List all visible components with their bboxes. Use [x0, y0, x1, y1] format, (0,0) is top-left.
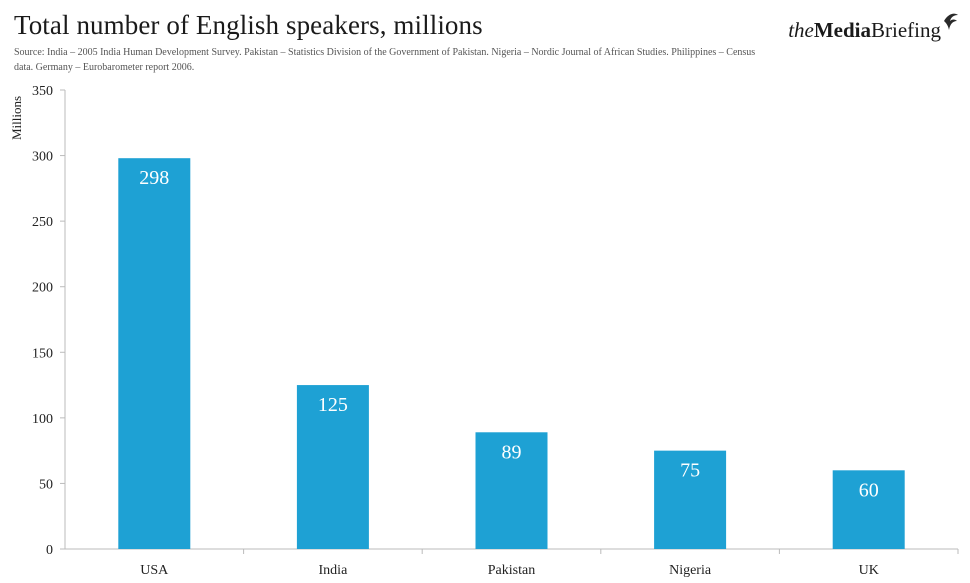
y-tick-label: 100 [32, 412, 53, 427]
media-briefing-logo: theMediaBriefing [788, 12, 960, 43]
y-tick-label: 250 [32, 215, 53, 230]
logo-text: theMediaBriefing [788, 18, 941, 43]
logo-briefing: Briefing [871, 18, 941, 42]
bar-pakistan [475, 432, 548, 549]
chart-title: Total number of English speakers, millio… [14, 10, 483, 40]
chart-bars [118, 158, 905, 550]
y-axis-label: Millions [9, 96, 24, 140]
logo-the: the [788, 18, 814, 42]
source-note: Source: India – 2005 India Human Develop… [14, 47, 756, 73]
bird-swoosh-icon [944, 13, 958, 30]
x-tick-label: Pakistan [488, 563, 535, 578]
y-tick-label: 200 [32, 281, 53, 296]
bar-uk [832, 470, 905, 549]
x-tick-label: India [319, 563, 349, 578]
bar-usa [118, 158, 191, 550]
y-tick-label: 350 [32, 84, 53, 99]
x-tick-label: Nigeria [669, 563, 712, 578]
data-label: 125 [318, 394, 348, 416]
y-tick-label: 50 [39, 477, 53, 492]
data-label: 75 [680, 460, 700, 482]
x-tick-label: USA [140, 563, 169, 578]
y-tick-label: 150 [32, 346, 53, 361]
data-label: 89 [502, 441, 522, 463]
x-tick-label: UK [859, 563, 879, 578]
y-tick-label: 0 [46, 543, 53, 558]
data-label: 60 [859, 479, 879, 501]
bar-india [296, 385, 369, 549]
y-tick-label: 300 [32, 150, 53, 165]
chart-labels: USA 298 India 125 Pakistan 89 Nigeria 75 UK 60 [139, 167, 879, 578]
bar-nigeria [654, 450, 727, 549]
logo-media: Media [813, 18, 872, 42]
data-label: 298 [139, 167, 169, 189]
